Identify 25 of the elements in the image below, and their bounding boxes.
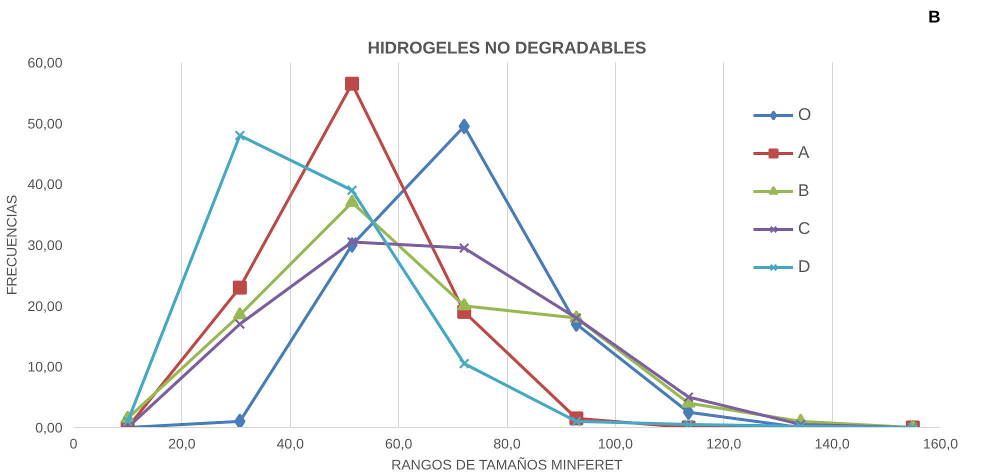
- legend-label: B: [798, 181, 810, 201]
- y-tick-label: 10,00: [27, 358, 63, 375]
- x-tick-label: 80,0: [493, 436, 521, 452]
- x-tick-label: 60,0: [385, 436, 412, 452]
- x-tick-label: 40,0: [276, 436, 304, 452]
- legend-label: O: [798, 105, 812, 125]
- x-tick-label: 100,0: [598, 436, 634, 452]
- y-tick-label: 40,00: [27, 176, 63, 192]
- x-tick-label: 0: [70, 436, 78, 452]
- x-tick-label: 20,0: [168, 436, 196, 452]
- y-tick-label: 0,00: [35, 420, 63, 436]
- x-tick-label: 120,0: [706, 436, 742, 452]
- legend-label: D: [798, 257, 812, 277]
- legend-label: C: [798, 219, 812, 239]
- legend-label: A: [798, 143, 810, 163]
- x-axis-title: RANGOS DE TAMAÑOS MINFERET: [391, 456, 623, 472]
- y-tick-label: 50,00: [27, 115, 63, 132]
- y-tick-label: 30,00: [27, 237, 63, 253]
- y-axis-title: FRECUENCIAS: [3, 194, 20, 296]
- chart-title: HIDROGELES NO DEGRADABLES: [368, 38, 646, 58]
- x-tick-label: 160,0: [922, 436, 958, 452]
- y-tick-label: 60,00: [27, 54, 63, 70]
- text: B: [928, 8, 941, 26]
- x-tick-label: 140,0: [814, 436, 850, 452]
- y-tick-label: 20,00: [27, 298, 63, 314]
